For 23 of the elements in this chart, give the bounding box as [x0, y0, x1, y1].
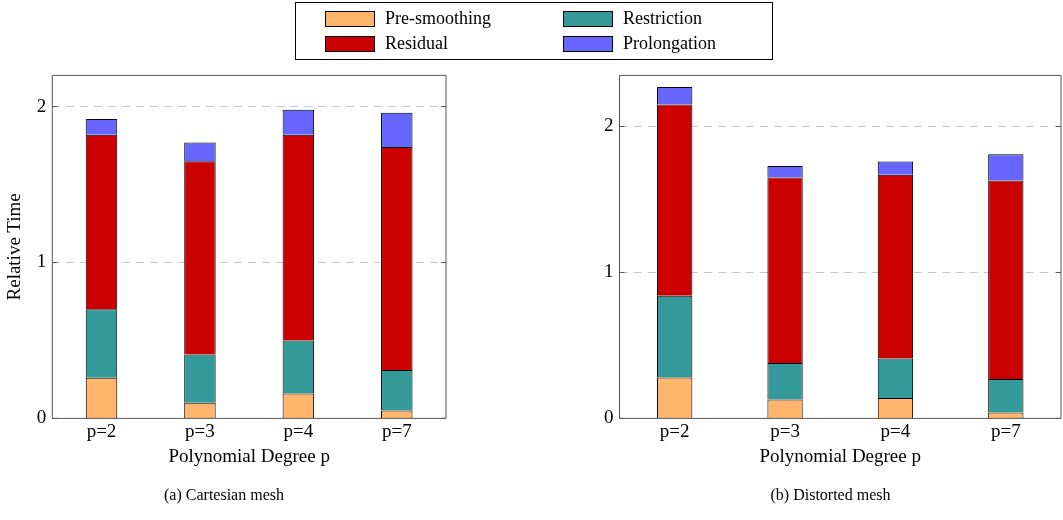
x-tick-label: p=4 — [283, 419, 314, 441]
x-tick-label: p=2 — [659, 419, 690, 441]
y-tick-label: 2 — [36, 94, 47, 116]
legend-label: Residual — [385, 33, 449, 54]
legend-label: Restriction — [623, 8, 703, 29]
legend-label: Prolongation — [623, 33, 717, 54]
x-tick-label: p=7 — [990, 419, 1021, 441]
x-axis-title: Polynomial Degree p — [168, 444, 330, 466]
x-tick-label: p=2 — [86, 419, 117, 441]
y-tick-label: 1 — [604, 260, 614, 282]
x-tick-label: p=3 — [185, 419, 215, 441]
x-tick-label: p=4 — [880, 419, 911, 441]
y-tick-label: 2 — [604, 114, 614, 136]
x-tick-label: p=7 — [381, 419, 412, 441]
text: (a) Cartesian mesh — [163, 486, 285, 504]
y-tick-label: 0 — [36, 406, 47, 428]
x-tick-label: p=3 — [770, 419, 800, 441]
legend-label: Pre-smoothing — [385, 8, 492, 29]
y-tick-label: 1 — [36, 250, 47, 272]
text: (b) Distorted mesh — [769, 486, 892, 504]
x-axis-title: Polynomial Degree p — [759, 444, 921, 466]
y-tick-label: 0 — [604, 406, 614, 428]
y-axis-title: Relative Time — [3, 193, 25, 301]
